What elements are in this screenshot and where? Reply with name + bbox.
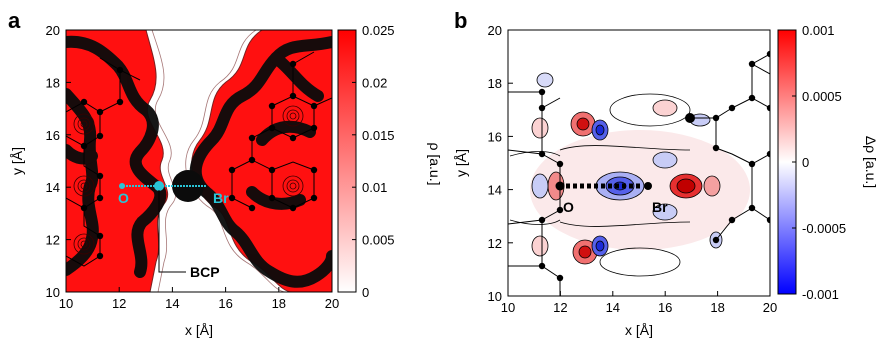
x-tick-label: 12 — [112, 296, 126, 311]
o-label: O — [118, 190, 129, 206]
x-tick-label: 10 — [501, 300, 515, 315]
x-tick-label: 16 — [658, 300, 672, 315]
panel-b-colorbar-label: Δρ [a.u.] — [863, 136, 879, 188]
panel-a-density-map — [66, 30, 332, 292]
bcp-label: BCP — [190, 264, 220, 280]
y-tick-label: 18 — [488, 76, 502, 91]
x-tick-label: 20 — [763, 300, 777, 315]
x-tick-label: 16 — [218, 296, 232, 311]
o-atom-marker — [119, 183, 125, 189]
colorbar-tick-label: 0.001 — [802, 23, 835, 38]
o-label-b: O — [563, 199, 574, 215]
bcp-leader-line — [158, 190, 186, 273]
x-tick-label: 18 — [272, 296, 286, 311]
colorbar-tick-label: 0.015 — [362, 128, 395, 143]
panel-b-frame — [507, 29, 771, 297]
y-tick-label: 20 — [488, 23, 502, 38]
y-tick-label: 20 — [46, 23, 60, 38]
y-tick-label: 12 — [46, 233, 60, 248]
colorbar-tick-label: 0.02 — [362, 75, 387, 90]
panel-a: a — [8, 8, 443, 338]
x-tick-label: 12 — [553, 300, 567, 315]
panel-b-colorbar-ticks: -0.001 -0.0005 0 0.0005 0.001 — [792, 23, 846, 302]
y-tick-label: 10 — [46, 285, 60, 300]
panel-b-axes: 10 12 14 16 18 20 10 12 14 16 18 20 — [488, 23, 778, 315]
colorbar-tick-label: 0.025 — [362, 23, 395, 38]
x-tick-label: 14 — [606, 300, 620, 315]
panel-a-ylabel: y [Å] — [9, 147, 25, 175]
colorbar-tick-label: 0.01 — [362, 180, 387, 195]
panel-a-colorbar-label: ρ [a.u.] — [427, 143, 443, 186]
br-label-b: Br — [652, 199, 668, 215]
colorbar-tick-label: 0.005 — [362, 233, 395, 248]
panel-a-xlabel: x [Å] — [185, 322, 213, 338]
x-tick-label: 10 — [59, 296, 73, 311]
panel-b-ylabel: y [Å] — [453, 149, 469, 177]
panel-a-colorbar-ticks: 0 0.005 0.01 0.015 0.02 0.025 — [352, 23, 395, 300]
y-tick-label: 16 — [488, 129, 502, 144]
y-tick-label: 18 — [46, 75, 60, 90]
panel-a-frame — [65, 29, 333, 293]
colorbar-tick-label: -0.0005 — [802, 221, 846, 236]
y-tick-label: 14 — [46, 180, 60, 195]
panel-a-colorbar — [337, 29, 357, 293]
br-label: Br — [213, 190, 229, 206]
y-tick-label: 12 — [488, 236, 502, 251]
colorbar-tick-label: 0 — [802, 155, 809, 170]
panel-a-axes: 10 12 14 16 18 20 10 12 14 16 18 20 — [46, 23, 340, 311]
panel-b-xlabel: x [Å] — [625, 322, 653, 338]
panel-b-difference-map — [508, 30, 770, 296]
bcp-marker — [154, 181, 164, 191]
x-tick-label: 20 — [325, 296, 339, 311]
bond-path — [119, 181, 206, 191]
x-tick-label: 14 — [165, 296, 179, 311]
y-tick-label: 16 — [46, 128, 60, 143]
panel-a-letter: a — [8, 8, 21, 33]
colorbar-tick-label: 0.0005 — [802, 89, 842, 104]
x-tick-label: 18 — [710, 300, 724, 315]
y-tick-label: 10 — [488, 289, 502, 304]
panel-b: b — [453, 8, 879, 338]
panel-b-letter: b — [454, 8, 467, 33]
colorbar-tick-label: -0.001 — [802, 287, 839, 302]
colorbar-tick-label: 0 — [362, 285, 369, 300]
y-tick-label: 14 — [488, 183, 502, 198]
